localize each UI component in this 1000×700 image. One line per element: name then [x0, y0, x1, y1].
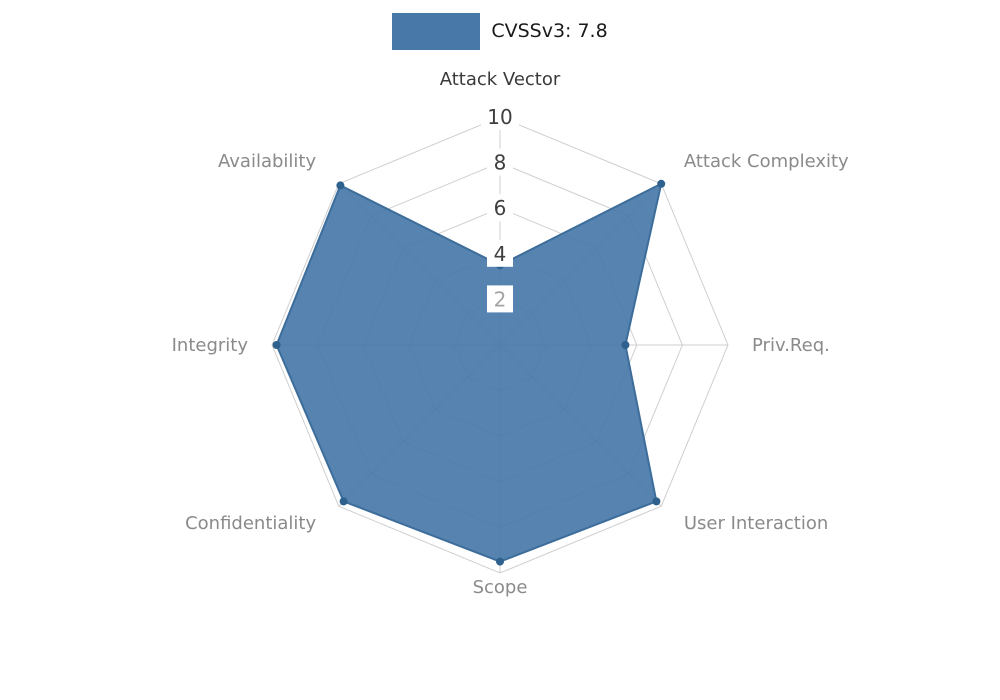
tick-box	[487, 194, 513, 222]
tick-label: 2	[494, 287, 507, 311]
data-point	[339, 497, 348, 506]
data-point	[652, 497, 661, 506]
tick-box	[487, 239, 513, 267]
axis-label-attack-vector: Attack Vector	[440, 69, 561, 90]
axis-label-availability: Availability	[218, 151, 316, 172]
data-point	[657, 179, 666, 188]
chart-legend: CVSSv3: 7.8	[0, 13, 1000, 50]
axis-label-attack-complexity: Attack Complexity	[684, 151, 849, 172]
axis-label-confidentiality: Confidentiality	[185, 513, 316, 534]
tick-box	[487, 148, 513, 176]
axis-label-scope: Scope	[473, 577, 528, 598]
tick-label: 10	[487, 105, 512, 129]
data-point	[272, 341, 281, 349]
data-point	[496, 557, 504, 566]
tick-box	[487, 285, 513, 313]
tick-box	[481, 103, 519, 130]
data-polygon	[275, 182, 663, 563]
axis-label-user-interaction: User Interaction	[684, 513, 828, 534]
legend-color-swatch	[392, 13, 481, 50]
axis-label-integrity: Integrity	[172, 335, 249, 356]
tick-label: 4	[494, 242, 507, 266]
axis-label-priv-req-: Priv.Req.	[752, 335, 830, 356]
tick-label: 6	[494, 196, 507, 220]
data-point	[621, 341, 630, 349]
tick-label: 8	[494, 151, 507, 175]
data-point	[336, 181, 345, 190]
legend-label: CVSSv3: 7.8	[491, 20, 608, 42]
